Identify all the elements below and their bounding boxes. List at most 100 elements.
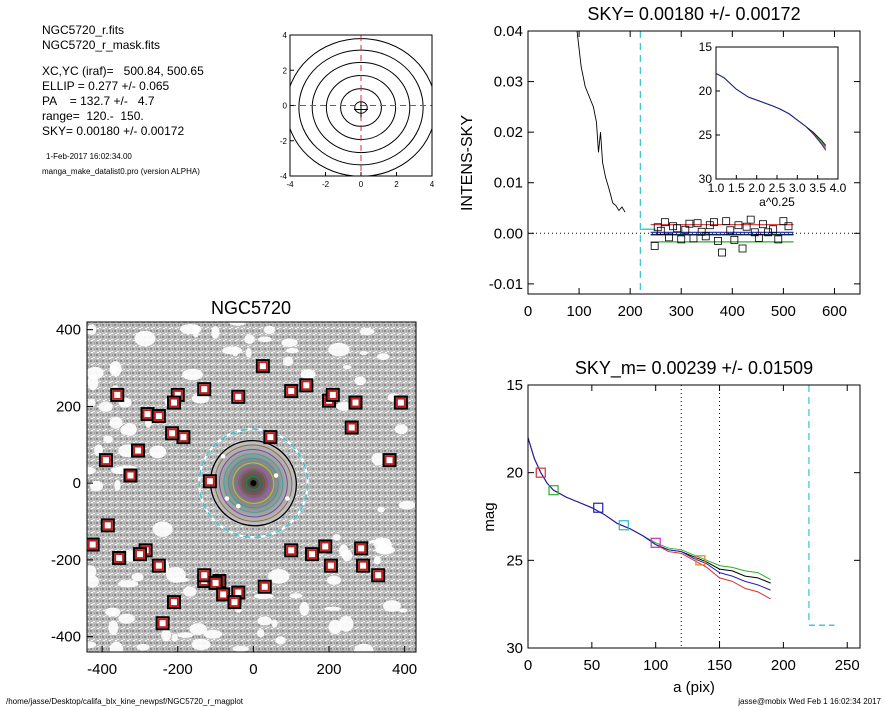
inset-x-label: a^0.25 <box>759 195 795 209</box>
masked-star-mark <box>286 386 297 397</box>
mag-x-tick-label: 50 <box>584 657 601 674</box>
sky-x-tick-label: 600 <box>822 303 847 320</box>
masked-star-mark <box>153 560 164 571</box>
isophote <box>218 449 288 518</box>
sky-y-tick-label: 0.03 <box>494 74 523 91</box>
masked-blob <box>377 506 385 513</box>
inset-y-tick-label: 25 <box>699 128 713 142</box>
sky-x-tick-label: 400 <box>720 303 745 320</box>
masked-blob <box>245 347 252 358</box>
masked-blob <box>89 480 104 492</box>
image-frame <box>86 321 417 653</box>
mag-marker-square <box>535 467 546 478</box>
image-x-tick-label: -200 <box>163 661 193 678</box>
sky-data-square <box>665 233 673 242</box>
masked-star-mark <box>102 520 113 531</box>
masked-blob <box>211 326 220 339</box>
masked-blob <box>257 629 265 638</box>
masked-star-mark <box>218 589 229 600</box>
sky-data-square <box>750 228 759 237</box>
masked-blob <box>342 365 352 370</box>
masked-star-mark <box>114 552 125 563</box>
sky-data-square <box>754 233 763 242</box>
mag-marker-square <box>593 502 604 513</box>
sky-data-square <box>779 217 788 226</box>
sky-data-square <box>685 219 694 228</box>
masked-blob <box>339 544 349 558</box>
masked-blob <box>152 521 173 537</box>
contour-x-tick-label: 4 <box>430 180 435 189</box>
contour-x-tick-label: -4 <box>286 180 294 189</box>
masked-star-box <box>87 537 100 552</box>
sky-y-tick-label: 0.04 <box>494 23 523 40</box>
masked-blob <box>258 336 272 343</box>
masked-blob <box>257 616 272 626</box>
sky-plot: 0 100 200 300 400 500 600 -0.01 0.00 0.01 0.02 0.03… <box>459 4 861 320</box>
sky-data-square <box>726 226 735 235</box>
masked-blob <box>282 356 294 367</box>
masked-star-mark <box>142 409 153 420</box>
galaxy-image-plot: -400 -200 0 200 400 -400 -200 0 200 400 NGC5720 <box>51 298 417 678</box>
masked-blob <box>111 467 124 473</box>
masked-star-mark <box>153 411 164 422</box>
mag-series-line <box>528 437 771 581</box>
masked-blob <box>149 445 167 459</box>
inset-y-tick-label: 20 <box>699 84 713 98</box>
masked-blob <box>182 368 203 381</box>
masked-star-mark <box>325 560 336 571</box>
masked-blob <box>114 479 121 491</box>
mag-y-tick-label: 15 <box>506 377 523 394</box>
masked-star-mark <box>356 543 367 554</box>
masked-star-mark <box>168 397 179 408</box>
mag-title: SKY_m= 0.00239 +/- 0.01509 <box>575 358 813 379</box>
info-xcyc: XC,YC (iraf)= 500.84, 500.65 <box>42 64 204 78</box>
masked-blob <box>108 610 117 616</box>
mag-x-tick-label: 0 <box>524 657 532 674</box>
contour-y-tick-label: 2 <box>283 66 288 75</box>
sky-x-tick-label: 300 <box>669 303 694 320</box>
masked-blob <box>324 606 341 611</box>
isophote <box>227 457 279 509</box>
masked-blob <box>117 580 139 588</box>
masked-star-mark <box>229 597 240 608</box>
sky-data-square <box>759 220 767 229</box>
masked-blob <box>229 322 246 326</box>
masked-star-mark <box>350 397 361 408</box>
sky-data-square <box>746 215 755 224</box>
mag-y-tick-label: 20 <box>506 465 523 482</box>
masked-blob <box>373 555 381 565</box>
masked-star-mark <box>100 455 111 466</box>
masked-blob <box>398 500 416 510</box>
sky-data-square <box>764 228 772 237</box>
inset-y-tick-label: 15 <box>699 40 713 54</box>
masked-blob <box>263 325 276 335</box>
galaxy-knot <box>285 496 290 501</box>
isophote <box>241 471 266 495</box>
sky-data-square <box>697 227 706 236</box>
mag-series-line <box>528 437 771 600</box>
sky-y-tick-label: 0.01 <box>494 175 523 192</box>
masked-blob <box>359 327 375 336</box>
image-x-tick-label: 0 <box>249 661 257 678</box>
mag-plot-area <box>528 385 835 648</box>
masked-blob <box>368 539 387 544</box>
masked-blob <box>375 545 396 555</box>
masked-blob <box>328 342 350 357</box>
sky-data-square <box>650 242 659 250</box>
masked-blob <box>328 619 342 635</box>
inset-frame <box>715 46 839 180</box>
masked-blob <box>161 628 172 642</box>
image-x-tick-label: 200 <box>317 661 342 678</box>
masked-blob <box>166 567 186 583</box>
image-x-tick-label: 400 <box>392 661 417 678</box>
masked-blob <box>103 435 113 444</box>
sky-data-square <box>710 218 718 227</box>
masked-star-mark <box>286 545 297 556</box>
sky-data-square <box>722 217 731 226</box>
masked-blob <box>87 575 99 588</box>
sky-data-square <box>734 221 743 230</box>
sky-frame <box>527 30 861 295</box>
masked-blob <box>108 620 119 635</box>
contour-y-tick-label: -4 <box>280 172 288 181</box>
